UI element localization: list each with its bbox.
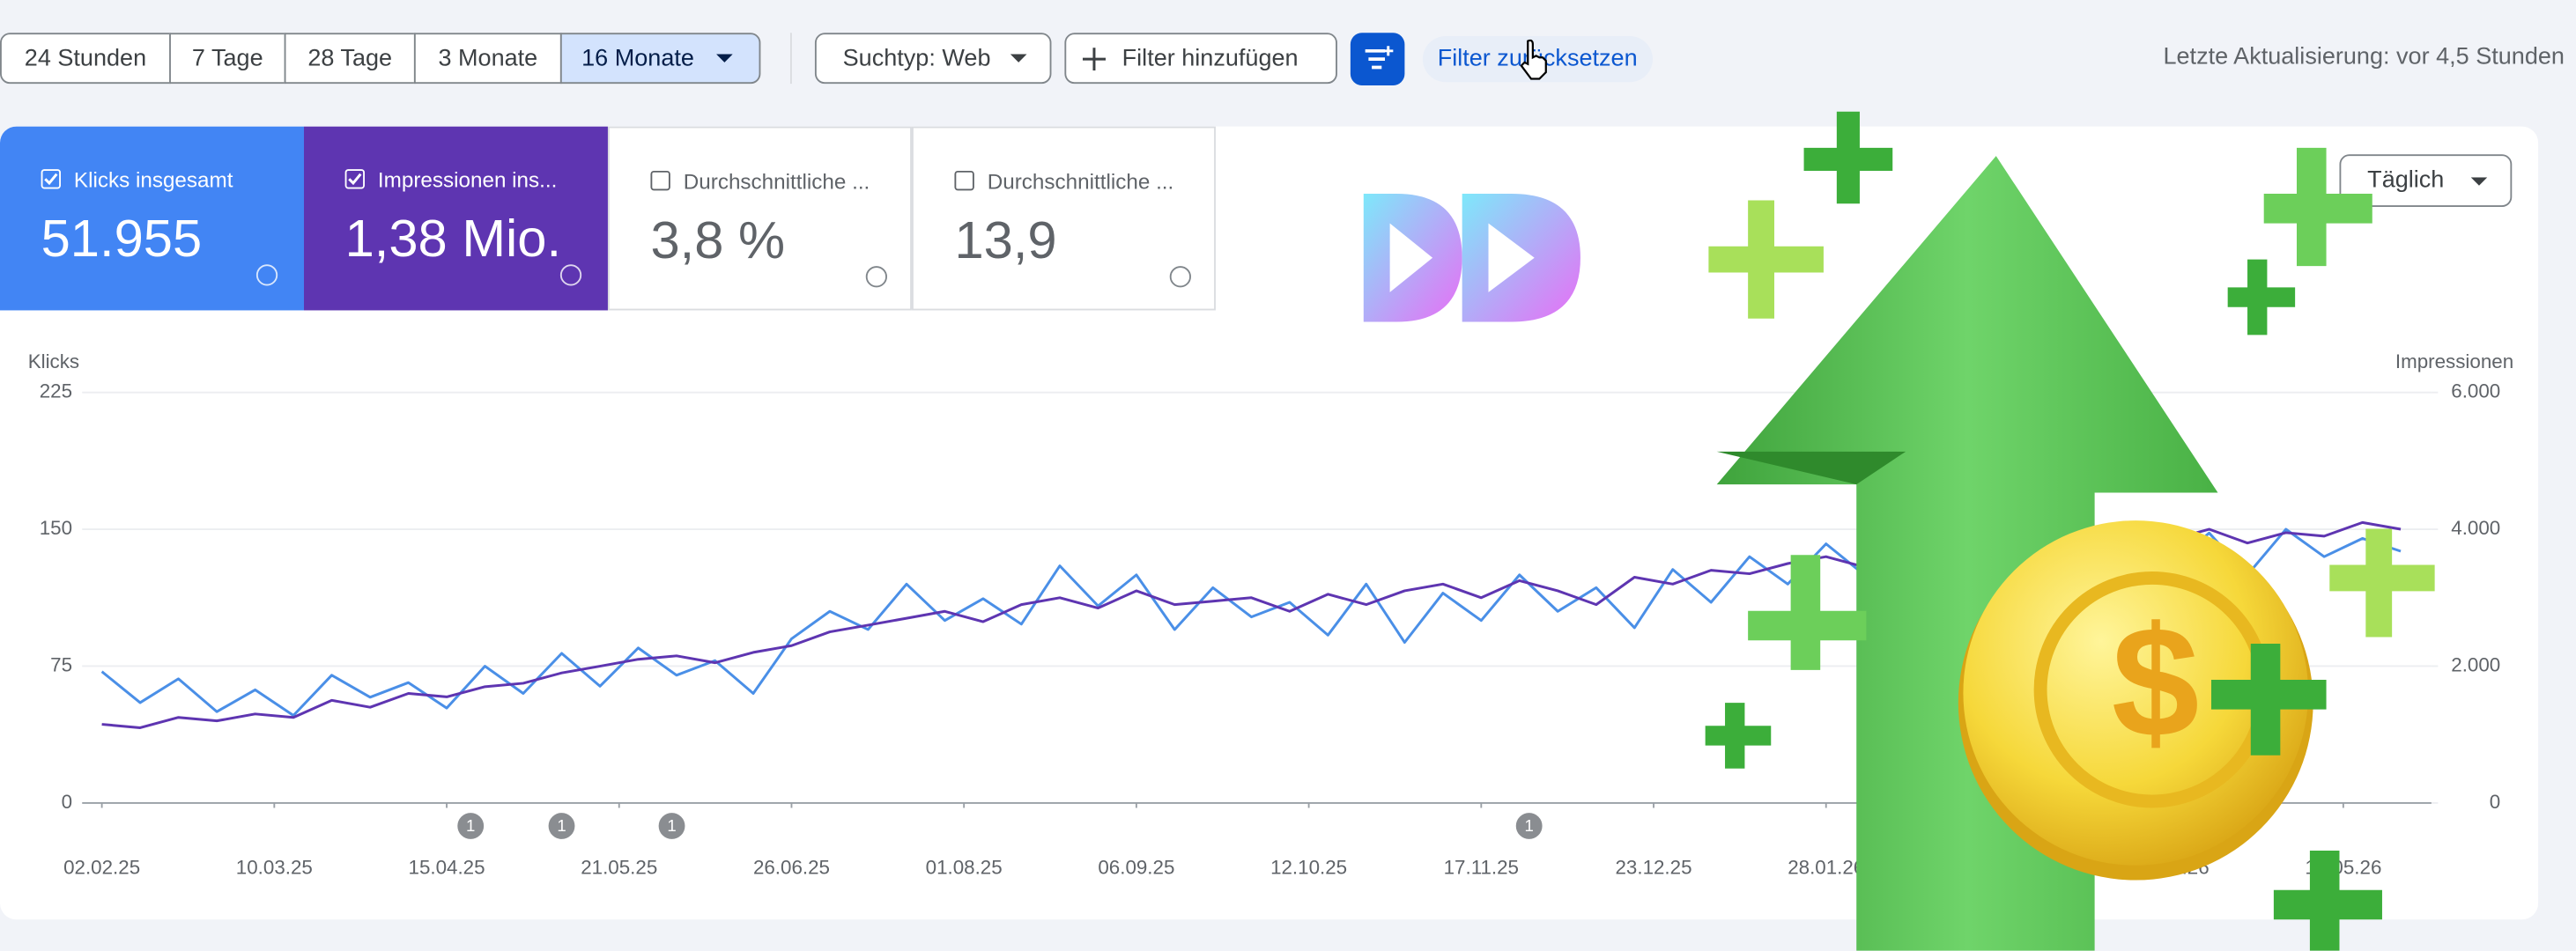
add-filter-label: Filter hinzufügen bbox=[1121, 45, 1299, 72]
x-tick-label: 02.02.25 bbox=[63, 856, 140, 878]
y-tick-label: 150 bbox=[40, 517, 72, 539]
metric-value: 1,38 Mio. bbox=[344, 208, 562, 268]
series-line bbox=[100, 527, 2402, 717]
y2-tick-label: 4.000 bbox=[2451, 517, 2500, 539]
dropdown-icon bbox=[716, 54, 733, 63]
range-button[interactable]: 28 Tage bbox=[284, 33, 416, 85]
annotation-marker bbox=[457, 813, 485, 839]
plus-icon bbox=[1082, 48, 1107, 71]
series-line bbox=[101, 520, 2402, 729]
x-tick-label: 05.03.26 bbox=[1960, 856, 2037, 878]
y-tick-label: 225 bbox=[40, 380, 72, 402]
search-type-label: Suchtyp: Web bbox=[842, 45, 991, 72]
help-icon bbox=[1169, 266, 1191, 288]
x-tick-label: 28.01.26 bbox=[1788, 856, 1864, 878]
check-mark bbox=[348, 173, 362, 186]
range-label: 24 Stunden bbox=[24, 45, 147, 72]
range-label: 28 Tage bbox=[307, 45, 393, 72]
metric-card[interactable]: Impressionen ins... 1,38 Mio. bbox=[303, 126, 608, 311]
metric-card[interactable]: Durchschnittliche ... 3,8 % bbox=[607, 126, 912, 311]
range-label: 3 Monate bbox=[438, 45, 538, 72]
x-tick-label: 21.05.25 bbox=[581, 856, 657, 878]
help-icon bbox=[255, 264, 278, 286]
divider bbox=[789, 33, 792, 85]
y-tick-label: 75 bbox=[50, 653, 72, 675]
cursor bbox=[1520, 39, 1547, 80]
range-button[interactable]: 16 Monate bbox=[559, 33, 761, 85]
dropdown-icon bbox=[2470, 177, 2488, 186]
x-tick-label: 26.06.25 bbox=[753, 856, 830, 878]
y2-tick-label: 2.000 bbox=[2451, 653, 2500, 675]
x-tick-label: 23.12.25 bbox=[1615, 856, 1691, 878]
x-tick-label: 12.10.25 bbox=[1270, 856, 1347, 878]
range-button[interactable]: 24 Stunden bbox=[0, 33, 171, 85]
range-label: 7 Tage bbox=[191, 45, 263, 72]
granularity-label: Täglich bbox=[2367, 167, 2445, 195]
x-tick-label: 10.04.26 bbox=[2133, 856, 2210, 878]
x-tick-label: 10.03.25 bbox=[236, 856, 313, 878]
y2-tick-label: 0 bbox=[2490, 791, 2500, 813]
metric-value: 13,9 bbox=[954, 210, 1057, 269]
x-tick-label: 16.05.26 bbox=[2305, 856, 2381, 878]
help-icon bbox=[559, 264, 582, 286]
metric-label: Durchschnittliche ... bbox=[987, 169, 1174, 195]
annotation-marker bbox=[548, 813, 575, 839]
annotation-marker bbox=[1515, 813, 1543, 839]
annotation-label: 1 bbox=[557, 816, 566, 835]
x-tick-label: 06.09.25 bbox=[1098, 856, 1174, 878]
annotation-marker bbox=[658, 813, 685, 839]
annotation-label: 1 bbox=[466, 816, 475, 835]
y-axis-title: Klicks bbox=[28, 350, 79, 372]
metric-label: Klicks insgesamt bbox=[73, 167, 233, 193]
add-filter-button[interactable]: Filter hinzufügen bbox=[1064, 33, 1337, 85]
x-tick-label: 17.11.25 bbox=[1444, 856, 1519, 878]
dropdown-shape bbox=[716, 54, 733, 63]
metric-label: Durchschnittliche ... bbox=[683, 169, 870, 195]
metric-label: Impressionen ins... bbox=[377, 167, 558, 193]
check-icon bbox=[348, 173, 362, 186]
check-mark bbox=[44, 173, 58, 186]
metric-checkbox bbox=[954, 170, 974, 191]
annotation-label: 1 bbox=[1524, 816, 1533, 835]
x-tick-label: 15.04.25 bbox=[409, 856, 485, 878]
metric-card[interactable]: Klicks insgesamt 51.955 bbox=[0, 126, 304, 311]
metric-value: 3,8 % bbox=[650, 210, 786, 269]
metric-checkbox bbox=[41, 169, 61, 189]
range-button[interactable]: 7 Tage bbox=[169, 33, 286, 85]
range-button[interactable]: 3 Monate bbox=[413, 33, 562, 85]
filter-icon-button[interactable] bbox=[1350, 33, 1405, 85]
granularity-button[interactable]: Täglich bbox=[2339, 154, 2513, 207]
y2-tick-label: 6.000 bbox=[2451, 380, 2500, 402]
range-label: 16 Monate bbox=[581, 45, 694, 72]
y-tick-label: 0 bbox=[62, 791, 72, 813]
check-icon bbox=[44, 173, 58, 186]
metric-card[interactable]: Durchschnittliche ... 13,9 bbox=[911, 126, 1216, 311]
help-icon bbox=[865, 266, 887, 288]
y2-axis-title: Impressionen bbox=[2395, 350, 2513, 372]
annotation-label: 1 bbox=[667, 816, 676, 835]
dropdown-icon bbox=[1010, 54, 1027, 63]
metric-value: 51.955 bbox=[41, 208, 203, 268]
x-tick-label: 01.08.25 bbox=[926, 856, 1003, 878]
filter-icon bbox=[1365, 46, 1394, 70]
search-type-button[interactable]: Suchtyp: Web bbox=[814, 33, 1052, 85]
metric-checkbox bbox=[344, 169, 365, 189]
last-update: Letzte Aktualisierung: vor 4,5 Stunden bbox=[2163, 44, 2565, 71]
metric-checkbox bbox=[650, 170, 670, 191]
